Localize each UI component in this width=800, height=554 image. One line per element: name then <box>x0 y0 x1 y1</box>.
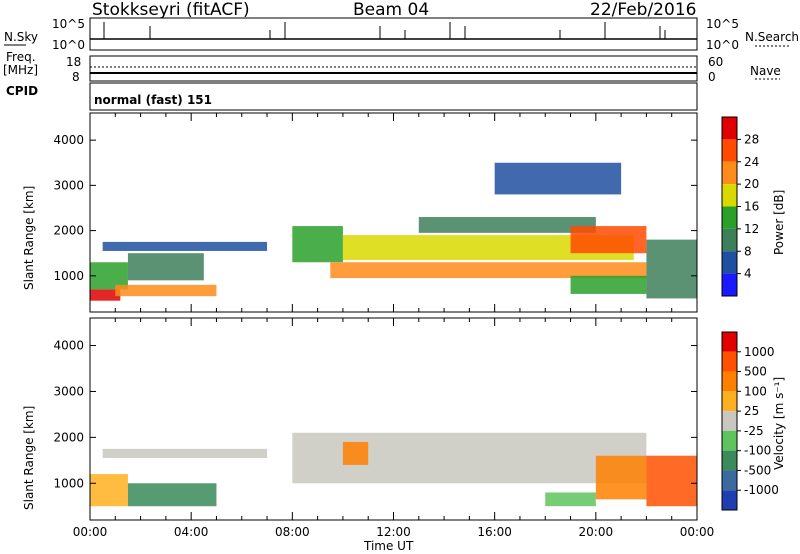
x-axis-label: Time UT <box>364 539 414 553</box>
colorbar-frame <box>721 331 738 511</box>
nsky-label: N.Sky <box>4 30 39 44</box>
x-tick-label: 00:00 <box>680 525 715 539</box>
colorbar-tick-label: 24 <box>744 155 759 169</box>
x-tick-label: 16:00 <box>477 525 512 539</box>
power-region-10 <box>570 275 647 294</box>
colorbar-swatch <box>722 228 737 252</box>
nsky-tick-high: 10^5 <box>52 17 85 31</box>
colorbar-tick-label: -1000 <box>744 483 779 497</box>
power-region-9 <box>570 226 647 254</box>
colorbar-swatch <box>722 470 737 491</box>
power-region-8 <box>418 217 596 233</box>
freq-tick-high: 18 <box>66 55 82 69</box>
power-region-5 <box>292 226 343 263</box>
colorbar-swatch <box>722 273 737 296</box>
colorbar-swatch <box>722 161 737 185</box>
top-panel-frame-2 <box>89 82 698 111</box>
y-tick-label: 3000 <box>53 178 84 192</box>
y-tick-label: 2000 <box>53 224 84 238</box>
y-tick-label: 1000 <box>53 269 84 283</box>
x-tick-label: 00:00 <box>73 525 108 539</box>
power-region-11 <box>646 239 697 299</box>
colorbar-tick-label: 8 <box>744 244 752 258</box>
colorbar-tick-label: 16 <box>744 200 759 214</box>
nave-tick-low: 0 <box>708 70 716 84</box>
power-region-12 <box>494 162 622 195</box>
date-label: 22/Feb/2016 <box>590 0 697 20</box>
nsearch-tick-low: 10^0 <box>706 38 739 52</box>
freq-label: Freq. <box>6 50 36 64</box>
colorbar-tick-label: -100 <box>744 444 771 458</box>
colorbar-swatch <box>722 490 737 510</box>
nave-label: Nave <box>750 64 781 78</box>
power-region-4 <box>102 241 268 251</box>
station-title: Stokkseyri (fitACF) <box>92 0 250 20</box>
x-tick-label: 20:00 <box>579 525 614 539</box>
colorbar-swatch <box>722 206 737 229</box>
colorbar-swatch <box>722 430 737 451</box>
cpid-label: CPID <box>6 84 39 98</box>
power-region-6 <box>330 262 647 279</box>
colorbar-tick-label: -500 <box>744 463 771 477</box>
nsky-tick-low: 10^0 <box>52 38 85 52</box>
colorbar-swatch <box>722 184 737 207</box>
velocity-region-4 <box>342 441 369 465</box>
freq-unit-label: [MHz] <box>3 63 39 77</box>
colorbar-tick-label: 20 <box>744 177 759 191</box>
colorbar-swatch <box>722 450 737 471</box>
cpid-text: normal (fast) 151 <box>94 93 212 107</box>
colorbar-swatch <box>722 251 737 274</box>
power-region-2 <box>115 284 217 297</box>
y-tick-label: 3000 <box>53 384 84 398</box>
velocity-region-1 <box>127 483 217 507</box>
x-tick-label: 12:00 <box>376 525 411 539</box>
colorbar-tick-label: 12 <box>744 222 759 236</box>
colorbar-tick-label: 100 <box>744 384 767 398</box>
colorbar-swatch <box>722 332 737 352</box>
velocity-region-2 <box>102 448 268 459</box>
y-tick-label: 2000 <box>53 430 84 444</box>
colorbar-swatch <box>722 371 737 392</box>
colorbar-swatch <box>722 139 737 162</box>
y-tick-label: 1000 <box>53 476 84 490</box>
velocity-region-5 <box>545 492 596 507</box>
nsearch-tick-high: 10^5 <box>706 17 739 31</box>
freq-tick-low: 8 <box>72 70 80 84</box>
colorbar-swatch <box>722 391 737 412</box>
colorbar-swatch <box>722 411 737 431</box>
beam-label: Beam 04 <box>353 0 430 20</box>
velocity-region-6 <box>595 455 647 500</box>
power-region-1 <box>90 262 128 290</box>
x-tick-label: 04:00 <box>174 525 209 539</box>
colorbar-tick-label: 500 <box>744 365 767 379</box>
colorbar-tick-label: -25 <box>744 424 764 438</box>
nave-tick-high: 60 <box>708 55 724 69</box>
colorbar-tick-label: 25 <box>744 404 759 418</box>
power-region-0 <box>90 289 121 301</box>
velocity-region-7 <box>646 455 697 507</box>
y-tick-label: 4000 <box>53 133 84 147</box>
velocity-region-0 <box>90 474 128 507</box>
colorbar-tick-label: 28 <box>744 132 759 146</box>
top-panel-frame-1 <box>89 55 698 82</box>
power-region-3 <box>127 253 204 281</box>
colorbar-tick-label: 1000 <box>744 345 775 359</box>
y-tick-label: 4000 <box>53 339 84 353</box>
colorbar-tick-label: 4 <box>744 267 752 281</box>
colorbar-swatch <box>722 117 737 140</box>
x-tick-label: 08:00 <box>275 525 310 539</box>
colorbar-swatch <box>722 351 737 372</box>
top-panel-frame-0 <box>89 17 698 51</box>
nsearch-label: N.Search <box>745 30 800 44</box>
